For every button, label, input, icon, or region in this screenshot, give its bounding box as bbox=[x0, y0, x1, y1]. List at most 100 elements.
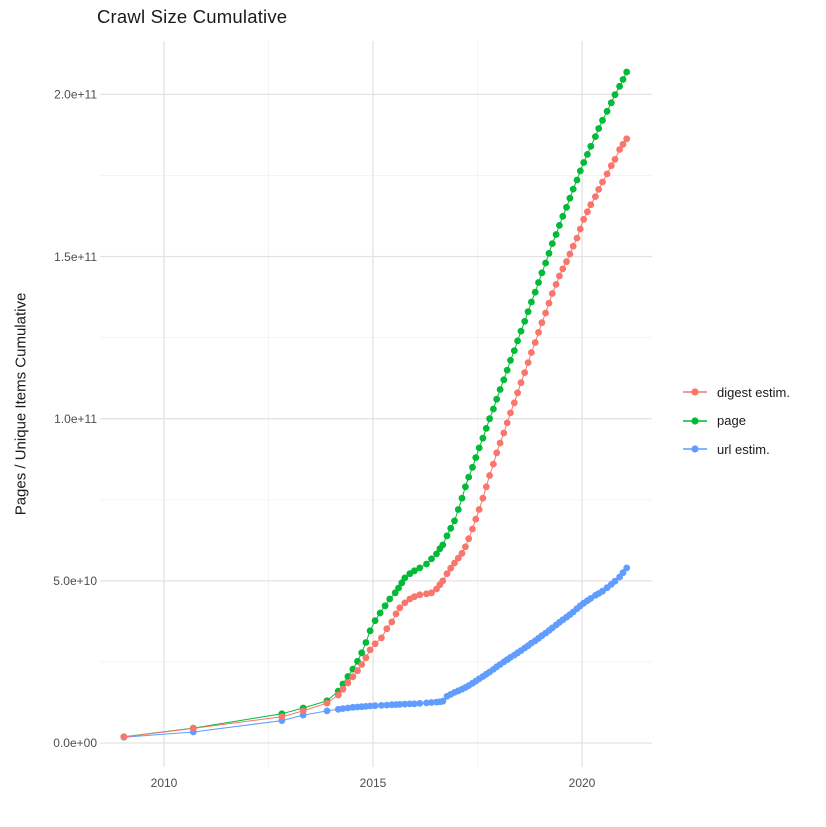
data-point-url-estim bbox=[371, 702, 379, 710]
data-point-digest-estim bbox=[189, 725, 197, 732]
data-point-digest-estim bbox=[339, 685, 347, 693]
data-point-page bbox=[528, 298, 535, 306]
series-line-page bbox=[123, 71, 628, 738]
data-point-digest-estim bbox=[439, 577, 447, 585]
data-point-digest-estim bbox=[401, 599, 409, 607]
data-point-page bbox=[496, 386, 504, 393]
chart-title: Crawl Size Cumulative bbox=[97, 6, 288, 27]
data-point-digest-estim bbox=[563, 258, 570, 266]
series-line-digest-estim bbox=[123, 138, 628, 738]
y-tick-label: 1.0e+11 bbox=[54, 412, 97, 426]
legend-key-dot bbox=[691, 388, 699, 396]
data-point-digest-estim bbox=[507, 409, 514, 417]
data-point-page bbox=[447, 524, 455, 532]
data-point-digest-estim bbox=[552, 281, 560, 288]
data-point-digest-estim bbox=[611, 155, 619, 163]
data-point-page bbox=[490, 405, 497, 413]
data-point-digest-estim bbox=[517, 379, 525, 387]
data-point-page bbox=[381, 602, 389, 610]
data-point-digest-estim bbox=[454, 554, 462, 562]
data-point-digest-estim bbox=[545, 299, 553, 307]
data-point-digest-estim bbox=[528, 349, 535, 356]
data-point-digest-estim bbox=[472, 515, 480, 523]
gridlines bbox=[100, 41, 652, 767]
data-point-digest-estim bbox=[535, 329, 542, 336]
y-tick-label: 0.0e+00 bbox=[53, 736, 97, 750]
data-point-digest-estim bbox=[607, 162, 615, 170]
data-point-digest-estim bbox=[416, 591, 424, 599]
data-point-digest-estim bbox=[458, 549, 466, 557]
data-point-digest-estim bbox=[616, 146, 623, 153]
y-tick-label: 2.0e+11 bbox=[54, 88, 97, 102]
data-point-digest-estim bbox=[358, 661, 366, 668]
data-point-digest-estim bbox=[479, 494, 487, 502]
data-point-url-estim bbox=[428, 699, 435, 706]
data-point-page bbox=[584, 151, 591, 158]
data-point-page bbox=[556, 222, 563, 229]
data-point-page bbox=[514, 337, 521, 345]
data-point-url-estim bbox=[366, 702, 374, 710]
data-point-digest-estim bbox=[349, 673, 357, 681]
data-point-url-estim bbox=[383, 701, 391, 709]
legend-label: url estim. bbox=[717, 441, 770, 457]
data-point-page bbox=[451, 517, 458, 525]
data-point-page bbox=[563, 203, 570, 211]
data-point-page bbox=[469, 463, 476, 471]
data-point-page bbox=[482, 425, 490, 432]
series-line-url-estim bbox=[123, 567, 628, 738]
data-point-digest-estim bbox=[486, 472, 493, 479]
data-point-url-estim bbox=[378, 702, 385, 709]
data-point-url-estim bbox=[439, 697, 447, 705]
data-point-url-estim bbox=[401, 700, 409, 708]
data-point-page bbox=[503, 366, 511, 374]
legend-key-icon bbox=[683, 388, 707, 396]
data-point-digest-estim bbox=[411, 593, 418, 601]
data-point-url-estim bbox=[344, 704, 352, 712]
data-point-digest-estim bbox=[392, 610, 400, 618]
data-point-page bbox=[366, 627, 374, 635]
data-point-page bbox=[401, 574, 409, 582]
data-point-digest-estim bbox=[514, 389, 521, 397]
data-point-digest-estim bbox=[362, 654, 370, 662]
data-point-page bbox=[454, 506, 462, 513]
data-point-digest-estim bbox=[569, 242, 577, 250]
data-point-digest-estim bbox=[299, 707, 307, 715]
data-point-url-estim bbox=[623, 564, 631, 572]
data-point-url-estim bbox=[611, 577, 619, 585]
data-point-page bbox=[371, 617, 379, 625]
data-point-digest-estim bbox=[443, 570, 451, 578]
data-point-page bbox=[439, 541, 447, 549]
data-point-page bbox=[358, 649, 366, 657]
data-point-page bbox=[521, 318, 529, 325]
data-point-page bbox=[595, 125, 603, 132]
data-point-page bbox=[616, 82, 623, 90]
data-point-page bbox=[545, 249, 553, 257]
data-point-digest-estim bbox=[490, 460, 497, 468]
x-tick-label: 2010 bbox=[151, 776, 178, 790]
data-point-page bbox=[465, 473, 473, 481]
data-point-digest-estim bbox=[371, 640, 379, 648]
data-point-page bbox=[411, 567, 418, 575]
data-point-digest-estim bbox=[599, 178, 606, 186]
data-point-page bbox=[531, 288, 539, 296]
series-digest-estim bbox=[120, 135, 631, 741]
data-point-digest-estim bbox=[451, 559, 458, 567]
data-point-digest-estim bbox=[592, 193, 599, 201]
legend-label: page bbox=[717, 413, 746, 429]
data-point-digest-estim bbox=[548, 290, 556, 297]
legend-item-page: page bbox=[683, 407, 790, 436]
data-point-digest-estim bbox=[120, 733, 128, 741]
data-point-page bbox=[475, 444, 483, 452]
data-point-digest-estim bbox=[378, 634, 385, 642]
data-point-digest-estim bbox=[366, 646, 374, 654]
legend-label: digest estim. bbox=[717, 384, 790, 400]
data-point-digest-estim bbox=[542, 309, 549, 317]
data-point-digest-estim bbox=[576, 225, 584, 233]
legend-item-digest-estim: digest estim. bbox=[683, 378, 790, 407]
data-point-digest-estim bbox=[623, 135, 631, 143]
data-point-page bbox=[623, 68, 631, 76]
data-point-digest-estim bbox=[556, 272, 563, 280]
data-point-page bbox=[362, 639, 370, 646]
